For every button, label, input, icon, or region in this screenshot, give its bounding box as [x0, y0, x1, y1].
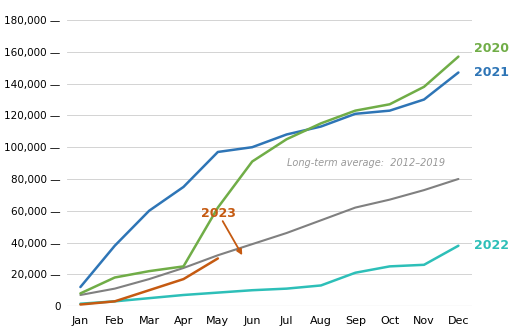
- Text: 2020: 2020: [474, 42, 509, 55]
- Text: 2022: 2022: [474, 239, 509, 252]
- Text: 2023: 2023: [201, 208, 235, 220]
- Text: 2021: 2021: [474, 66, 509, 79]
- Text: Long-term average:  2012–2019: Long-term average: 2012–2019: [287, 158, 445, 168]
